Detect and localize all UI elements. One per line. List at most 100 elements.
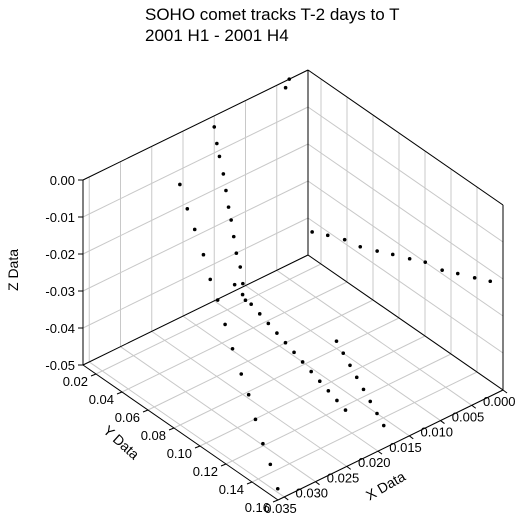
data-point xyxy=(341,351,346,356)
data-point xyxy=(185,207,190,211)
data-point xyxy=(455,271,460,276)
z-tick-label: -0.03 xyxy=(45,284,75,299)
data-point xyxy=(342,237,347,242)
data-point xyxy=(266,321,271,326)
data-point xyxy=(488,279,493,284)
z-tick-label: -0.02 xyxy=(45,247,75,262)
x-tick-label: 0.010 xyxy=(421,425,454,440)
grid-line xyxy=(173,317,400,429)
y-tick-label: 0.02 xyxy=(63,374,88,389)
data-point xyxy=(287,77,292,81)
data-point xyxy=(325,233,330,238)
data-point xyxy=(192,227,197,232)
data-point xyxy=(472,276,477,280)
grid-line xyxy=(82,217,309,329)
data-point xyxy=(334,339,339,343)
grid-line xyxy=(82,143,309,255)
data-point xyxy=(368,399,373,404)
data-point xyxy=(224,188,228,193)
y-tick xyxy=(194,445,201,449)
grid-line xyxy=(251,371,478,483)
z-tick-label: 0.00 xyxy=(50,173,75,188)
x-tick xyxy=(283,496,289,501)
data-point xyxy=(309,369,314,374)
grid-line xyxy=(307,106,504,243)
data-point xyxy=(361,387,366,392)
box-edge xyxy=(82,69,309,181)
data-point xyxy=(221,172,226,176)
grid-line xyxy=(147,299,374,411)
data-point xyxy=(178,182,182,187)
chart-title: SOHO comet tracks T-2 days to T xyxy=(145,5,399,24)
grid-line xyxy=(182,315,379,452)
x-tick-label: 0.025 xyxy=(327,470,360,485)
data-point xyxy=(208,277,213,282)
x-tick-label: 0.015 xyxy=(389,440,422,455)
data-point xyxy=(230,346,235,351)
x-tick xyxy=(408,435,414,440)
data-point xyxy=(217,154,222,159)
y-tick-label: 0.14 xyxy=(219,482,244,497)
data-point xyxy=(231,234,236,239)
x-tick xyxy=(377,450,383,455)
data-point xyxy=(226,205,231,209)
data-point xyxy=(354,375,359,380)
data-point xyxy=(343,408,348,412)
data-point xyxy=(317,379,322,384)
data-point xyxy=(375,411,379,416)
data-point xyxy=(215,298,220,302)
grid-line xyxy=(88,361,285,498)
grid-line xyxy=(120,346,316,483)
grid-line xyxy=(276,269,473,406)
data-point xyxy=(375,249,379,253)
data-point xyxy=(326,389,331,393)
data-point xyxy=(240,292,245,297)
data-point xyxy=(238,265,243,269)
grid-line xyxy=(199,335,426,447)
data-point xyxy=(283,85,288,90)
grid-line xyxy=(95,263,322,375)
grid-line xyxy=(151,330,348,467)
grid-line xyxy=(82,180,309,292)
grid-line xyxy=(307,143,504,280)
x-tick xyxy=(440,420,445,424)
grid-line xyxy=(307,180,504,317)
data-point xyxy=(268,462,273,467)
y-tick-label: 0.04 xyxy=(89,392,114,407)
data-point xyxy=(215,141,219,146)
x-tick-label: 0.020 xyxy=(358,455,391,470)
data-point xyxy=(239,372,244,376)
data-point xyxy=(275,486,280,491)
plot-area: -0.05-0.04-0.03-0.02-0.010.000.020.040.0… xyxy=(45,69,516,516)
y-tick-label: 0.10 xyxy=(167,446,192,461)
x-tick-label: 0.000 xyxy=(483,394,516,409)
data-point xyxy=(335,398,339,403)
grid-line xyxy=(82,106,309,218)
x-tick xyxy=(315,481,320,486)
y-tick-label: 0.08 xyxy=(141,428,166,443)
chart-subtitle: 2001 H1 - 2001 H4 xyxy=(145,26,289,45)
data-point xyxy=(407,256,412,261)
z-tick-label: -0.01 xyxy=(45,210,75,225)
y-tick-label: 0.06 xyxy=(115,410,140,425)
box-edge xyxy=(307,254,504,391)
x-tick xyxy=(346,465,352,470)
y-tick xyxy=(220,463,227,467)
data-point xyxy=(253,417,258,422)
y-tick xyxy=(246,481,253,485)
data-point xyxy=(212,125,217,129)
data-point xyxy=(249,302,253,307)
box-edge xyxy=(307,69,504,206)
data-point xyxy=(257,312,262,316)
data-point xyxy=(358,244,363,249)
data-point xyxy=(423,260,428,264)
grid-line xyxy=(225,353,452,465)
data-point xyxy=(223,322,227,327)
box-edge xyxy=(82,364,279,501)
y-tick-label: 0.12 xyxy=(193,464,218,479)
y-tick xyxy=(142,409,149,413)
data-point xyxy=(201,252,206,257)
x-tick xyxy=(502,389,508,394)
